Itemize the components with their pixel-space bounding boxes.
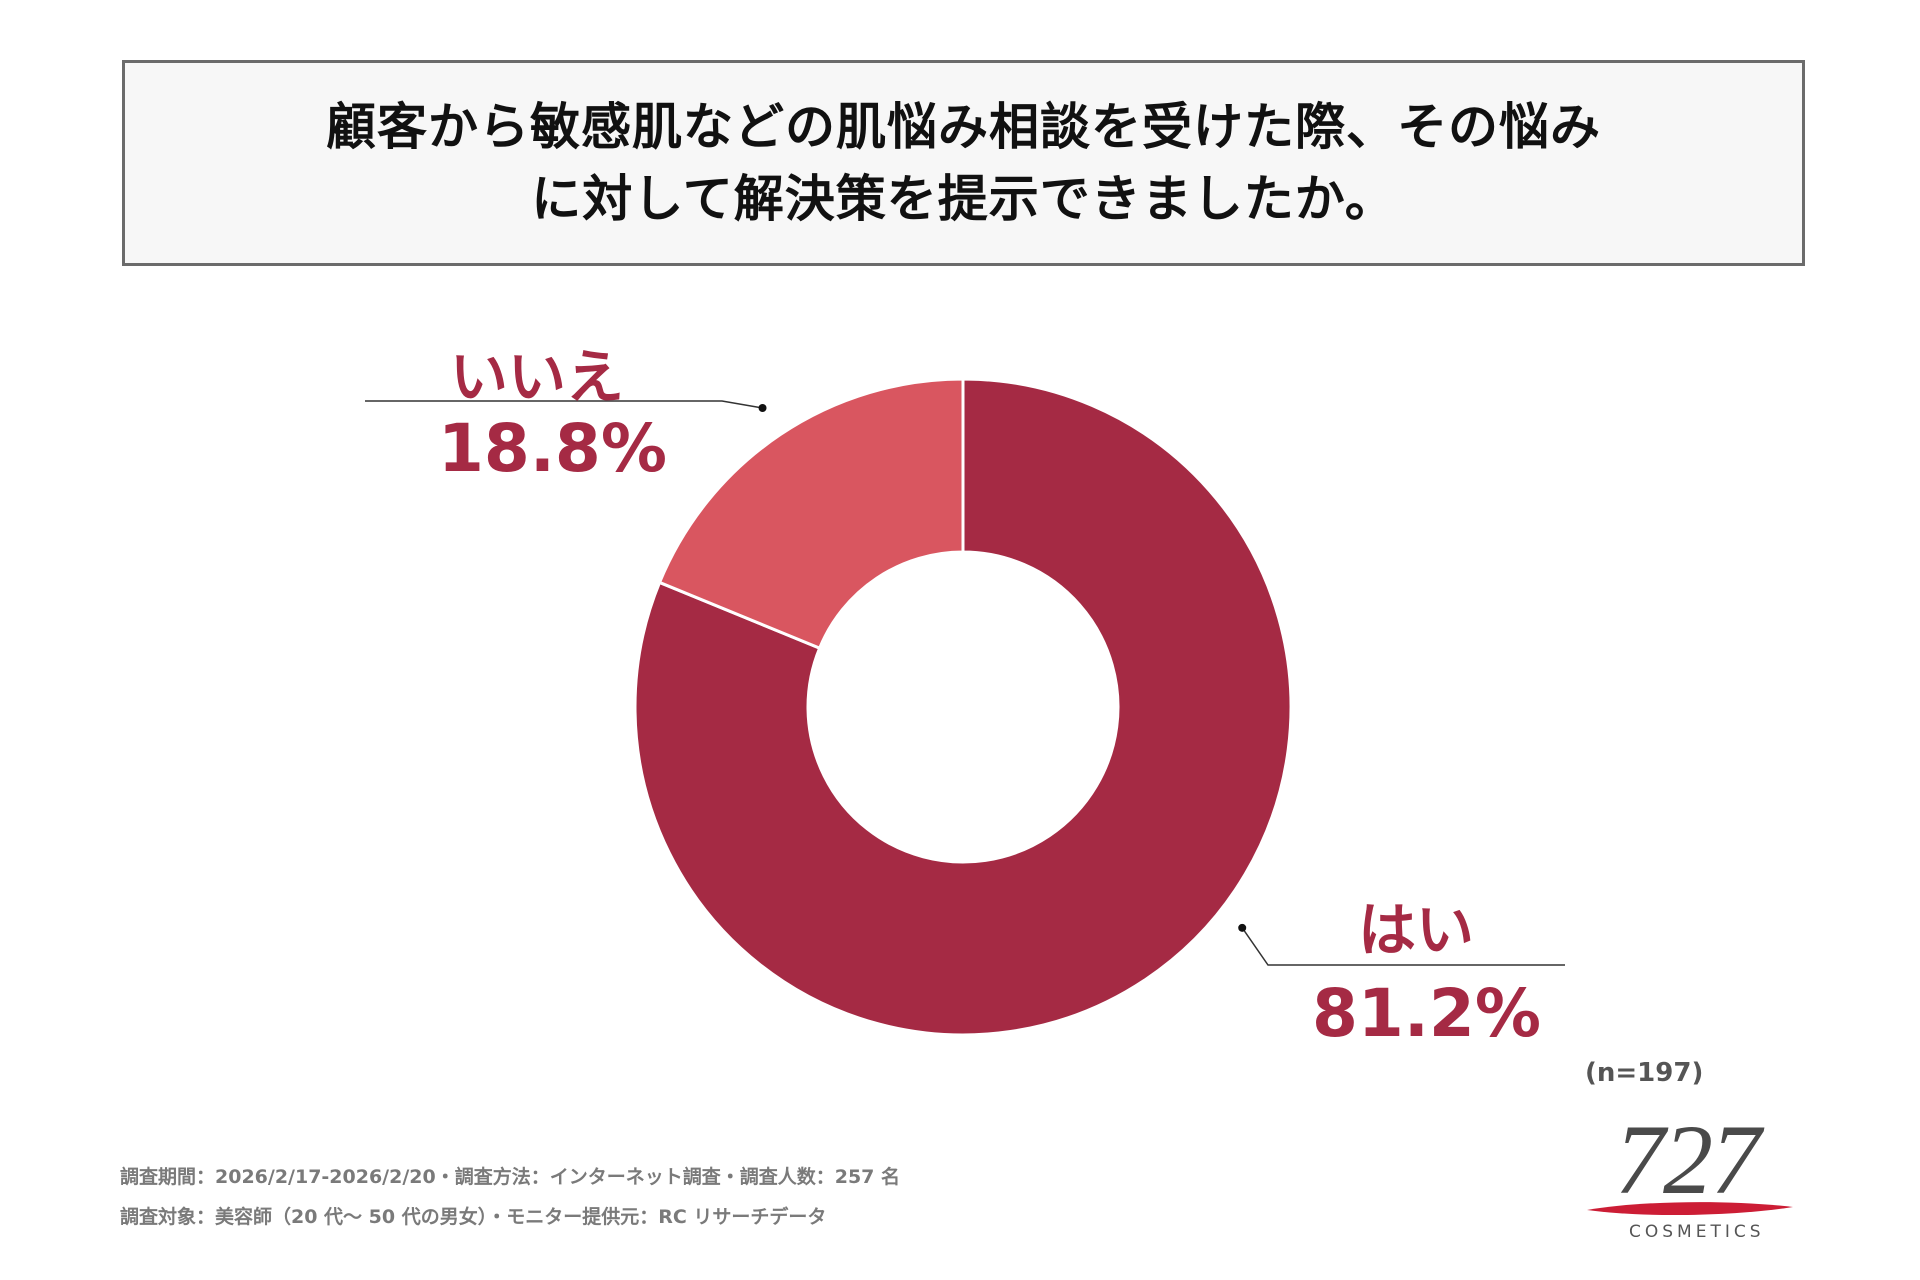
chart-title-line-1: 顧客から敏感肌などの肌悩み相談を受けた際、その悩み: [326, 98, 1601, 156]
title-box: 顧客から敏感肌などの肌悩み相談を受けた際、その悩み に対して解決策を提示できまし…: [122, 60, 1805, 266]
slice-value-iie: 18.8%: [438, 410, 667, 487]
leader-line-iie: [365, 400, 763, 409]
logo-brand-text: COSMETICS: [1629, 1222, 1765, 1242]
brand-logo: 727 COSMETICS: [1585, 1110, 1795, 1250]
slice-hai: [633, 377, 1293, 1037]
logo-number: 727: [1615, 1104, 1761, 1215]
slice-iie: [657, 377, 965, 651]
leader-line-hai: [1241, 927, 1565, 966]
slice-label-hai: はい: [1358, 896, 1475, 964]
footer-survey-target: 調査対象：美容師（20 代～ 50 代の男女）・モニター提供元：RC リサーチデ…: [120, 1206, 827, 1228]
slice-label-iie: いいえ: [450, 343, 625, 411]
sample-size: (n=197): [1585, 1058, 1704, 1088]
leader-line-iie-dot: [758, 403, 767, 412]
logo-swoosh-icon: [1587, 1202, 1793, 1216]
footer-survey-period: 調査期間：2026/2/17-2026/2/20・調査方法：インターネット調査・…: [120, 1166, 901, 1188]
chart-title-line-2: に対して解決策を提示できましたか。: [531, 170, 1396, 228]
leader-line-hai-dot: [1238, 923, 1247, 932]
slice-value-hai: 81.2%: [1312, 975, 1541, 1052]
